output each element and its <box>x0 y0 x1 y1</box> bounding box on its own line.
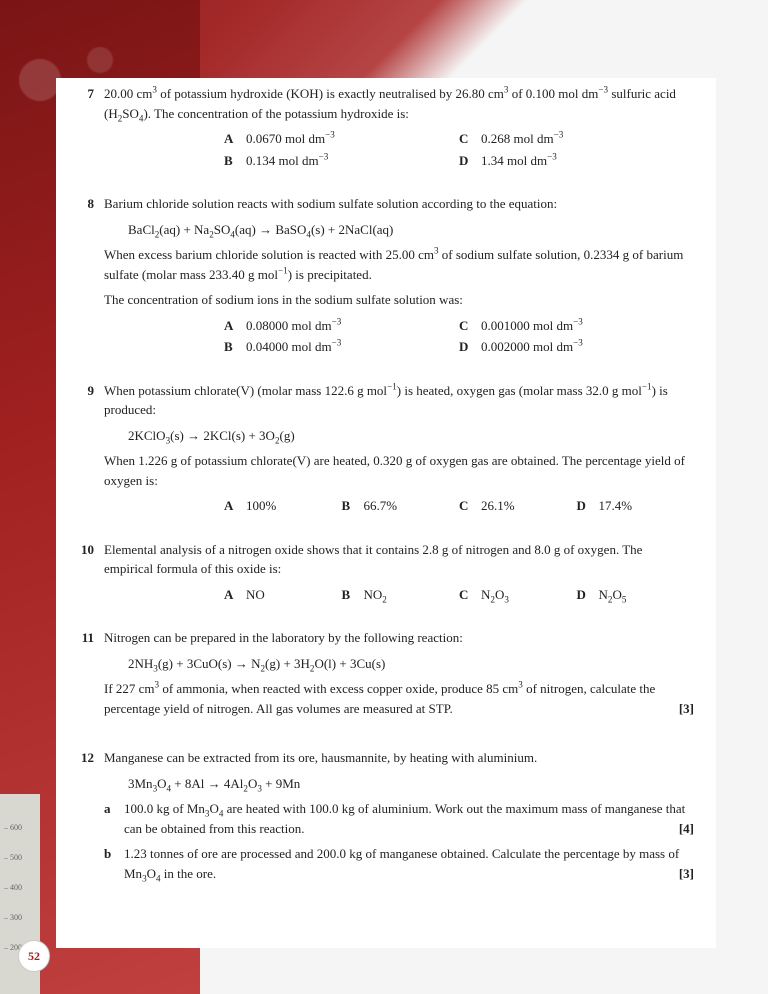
equation: 2NH3(g) + 3CuO(s) → N2(g) + 3H2O(l) + 3C… <box>104 654 694 674</box>
option: ANO <box>224 585 342 605</box>
option-text: 0.04000 mol dm−3 <box>246 337 341 357</box>
question-text: When 1.226 g of potassium chlorate(V) ar… <box>104 451 694 490</box>
subpart-letter: a <box>104 799 124 838</box>
subpart-letter: b <box>104 844 124 883</box>
option-letter: B <box>342 496 364 516</box>
subpart: b1.23 tonnes of ore are processed and 20… <box>104 844 694 883</box>
question-text: Manganese can be extracted from its ore,… <box>104 748 694 768</box>
option: D0.002000 mol dm−3 <box>459 337 694 357</box>
option: A0.0670 mol dm−3 <box>224 129 459 149</box>
option-letter: B <box>224 337 246 357</box>
subpart: a100.0 kg of Mn3O4 are heated with 100.0… <box>104 799 694 838</box>
option: BNO2 <box>342 585 460 605</box>
subpart-body: 100.0 kg of Mn3O4 are heated with 100.0 … <box>124 799 694 838</box>
equation: 3Mn3O4 + 8Al → 4Al2O3 + 9Mn <box>104 774 694 794</box>
marks: [3] <box>679 699 694 719</box>
option: D17.4% <box>577 496 695 516</box>
option-text: 26.1% <box>481 496 515 516</box>
option-letter: D <box>459 151 481 171</box>
question: 10Elemental analysis of a nitrogen oxide… <box>76 540 694 605</box>
marks: [4] <box>679 819 694 839</box>
options: A100%B66.7%C26.1%D17.4% <box>104 496 694 516</box>
option-letter: B <box>342 585 364 605</box>
question-number: 10 <box>76 540 104 605</box>
option-text: NO <box>246 585 265 605</box>
option-letter: D <box>577 496 599 516</box>
question-text: Barium chloride solution reacts with sod… <box>104 194 694 214</box>
marks: [3] <box>679 864 694 884</box>
ruler-mark: – 500 <box>4 852 22 864</box>
page-number: 52 <box>18 940 50 972</box>
option: C0.268 mol dm−3 <box>459 129 694 149</box>
options: A0.08000 mol dm−3C0.001000 mol dm−3B0.04… <box>104 316 694 357</box>
question-text: When excess barium chloride solution is … <box>104 245 694 284</box>
option-text: 1.34 mol dm−3 <box>481 151 557 171</box>
option: CN2O3 <box>459 585 577 605</box>
question-text: Nitrogen can be prepared in the laborato… <box>104 628 694 648</box>
question-number: 11 <box>76 628 104 724</box>
question-number: 7 <box>76 84 104 170</box>
option-text: 0.002000 mol dm−3 <box>481 337 583 357</box>
option-text: 0.268 mol dm−3 <box>481 129 563 149</box>
question-text: If 227 cm3 of ammonia, when reacted with… <box>104 679 694 718</box>
question: 12Manganese can be extracted from its or… <box>76 748 694 883</box>
question-body: Manganese can be extracted from its ore,… <box>104 748 694 883</box>
question-text: Elemental analysis of a nitrogen oxide s… <box>104 540 694 579</box>
option-letter: A <box>224 316 246 336</box>
option: C26.1% <box>459 496 577 516</box>
option-text: 0.134 mol dm−3 <box>246 151 328 171</box>
option-text: 0.001000 mol dm−3 <box>481 316 583 336</box>
equation: BaCl2(aq) + Na2SO4(aq) → BaSO4(s) + 2NaC… <box>104 220 694 240</box>
subpart-body: 1.23 tonnes of ore are processed and 200… <box>124 844 694 883</box>
option-letter: D <box>459 337 481 357</box>
question-text: When potassium chlorate(V) (molar mass 1… <box>104 381 694 420</box>
option-text: 0.0670 mol dm−3 <box>246 129 335 149</box>
ruler-mark: – 400 <box>4 882 22 894</box>
question: 9When potassium chlorate(V) (molar mass … <box>76 381 694 516</box>
option-text: N2O5 <box>599 585 627 605</box>
option: B0.04000 mol dm−3 <box>224 337 459 357</box>
option-text: 100% <box>246 496 276 516</box>
ruler-mark: – 300 <box>4 912 22 924</box>
option-letter: C <box>459 585 481 605</box>
option-letter: C <box>459 316 481 336</box>
question: 8Barium chloride solution reacts with so… <box>76 194 694 357</box>
option: DN2O5 <box>577 585 695 605</box>
option-letter: B <box>224 151 246 171</box>
option-text: NO2 <box>364 585 387 605</box>
question-text: The concentration of sodium ions in the … <box>104 290 694 310</box>
option-letter: C <box>459 129 481 149</box>
ruler-mark: – 600 <box>4 822 22 834</box>
option-letter: C <box>459 496 481 516</box>
option: D1.34 mol dm−3 <box>459 151 694 171</box>
option: C0.001000 mol dm−3 <box>459 316 694 336</box>
question-text: 20.00 cm3 of potassium hydroxide (KOH) i… <box>104 84 694 123</box>
option: A100% <box>224 496 342 516</box>
option-text: 17.4% <box>599 496 633 516</box>
option-text: 0.08000 mol dm−3 <box>246 316 341 336</box>
question-body: Nitrogen can be prepared in the laborato… <box>104 628 694 724</box>
question-number: 12 <box>76 748 104 883</box>
equation: 2KClO3(s) → 2KCl(s) + 3O2(g) <box>104 426 694 446</box>
question-body: Barium chloride solution reacts with sod… <box>104 194 694 357</box>
option: B66.7% <box>342 496 460 516</box>
question: 720.00 cm3 of potassium hydroxide (KOH) … <box>76 84 694 170</box>
content-area: 720.00 cm3 of potassium hydroxide (KOH) … <box>56 78 716 948</box>
question-body: When potassium chlorate(V) (molar mass 1… <box>104 381 694 516</box>
option-text: N2O3 <box>481 585 509 605</box>
question-number: 9 <box>76 381 104 516</box>
question-number: 8 <box>76 194 104 357</box>
options: ANOBNO2CN2O3DN2O5 <box>104 585 694 605</box>
option-letter: D <box>577 585 599 605</box>
option: B0.134 mol dm−3 <box>224 151 459 171</box>
question-body: Elemental analysis of a nitrogen oxide s… <box>104 540 694 605</box>
options: A0.0670 mol dm−3C0.268 mol dm−3B0.134 mo… <box>104 129 694 170</box>
question: 11Nitrogen can be prepared in the labora… <box>76 628 694 724</box>
option: A0.08000 mol dm−3 <box>224 316 459 336</box>
option-letter: A <box>224 496 246 516</box>
option-letter: A <box>224 129 246 149</box>
option-letter: A <box>224 585 246 605</box>
option-text: 66.7% <box>364 496 398 516</box>
question-body: 20.00 cm3 of potassium hydroxide (KOH) i… <box>104 84 694 170</box>
